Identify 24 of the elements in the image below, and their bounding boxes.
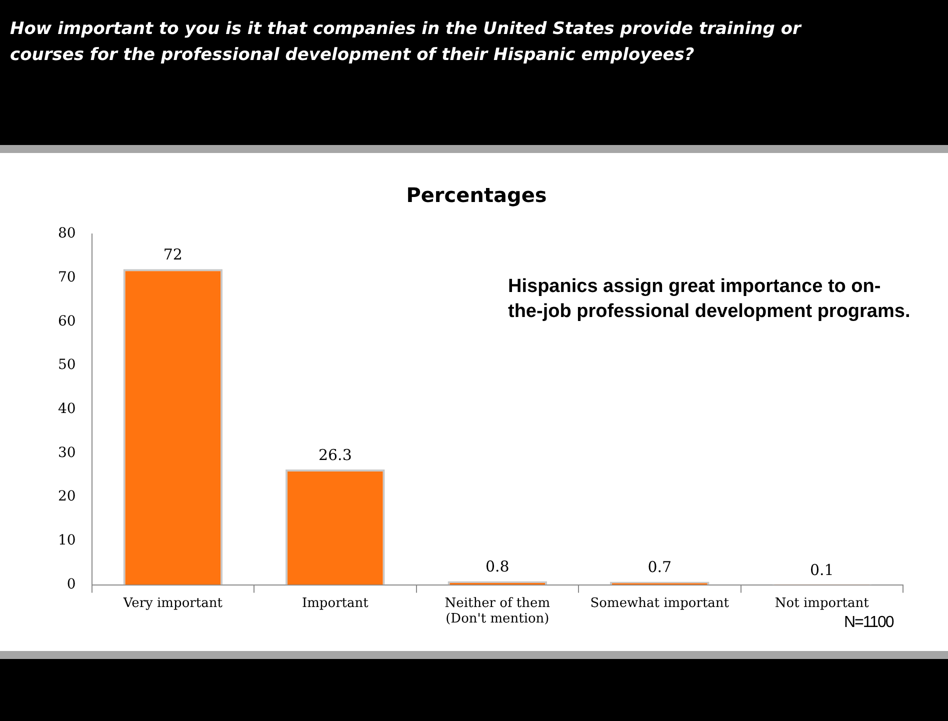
y-tick-label: 70 bbox=[58, 269, 76, 286]
x-tick-label: Not important bbox=[774, 596, 870, 611]
x-tick-label: Important bbox=[302, 596, 370, 611]
x-tick-label: Neither of them (Don't mention) bbox=[444, 596, 550, 627]
data-label: 26.3 bbox=[318, 446, 352, 464]
data-label: 0.8 bbox=[485, 558, 510, 576]
data-label: 0.1 bbox=[810, 560, 834, 579]
chart-subtitle: Percentages bbox=[406, 183, 547, 208]
y-tick-label: 50 bbox=[58, 357, 76, 374]
y-tick-label: 10 bbox=[58, 532, 76, 549]
x-tick-label: Very important bbox=[122, 596, 224, 611]
annotation: Hispanics assign great importance to on-the-job professional development programs. bbox=[508, 275, 912, 324]
y-tick-label: 80 bbox=[58, 226, 76, 242]
y-tick-label: 20 bbox=[58, 488, 76, 505]
data-label: 72 bbox=[163, 245, 182, 264]
chart-title: How important to you is it that companies in the United States provide training or courses for the professional development of their Hispanic employees? bbox=[10, 18, 803, 67]
x-tick-label: Somewhat important bbox=[590, 596, 730, 611]
y-tick-label: 40 bbox=[58, 401, 76, 418]
y-tick-label: 30 bbox=[58, 444, 76, 461]
text: N=1100 bbox=[844, 614, 894, 632]
y-tick-label: 0 bbox=[66, 576, 76, 592]
header-panel: How important to you is it that companies in the United States provide training or courses for the professional development of their Hispanic employees? bbox=[0, 0, 948, 145]
data-label: 0.7 bbox=[648, 558, 672, 576]
y-tick-label: 60 bbox=[58, 313, 76, 330]
